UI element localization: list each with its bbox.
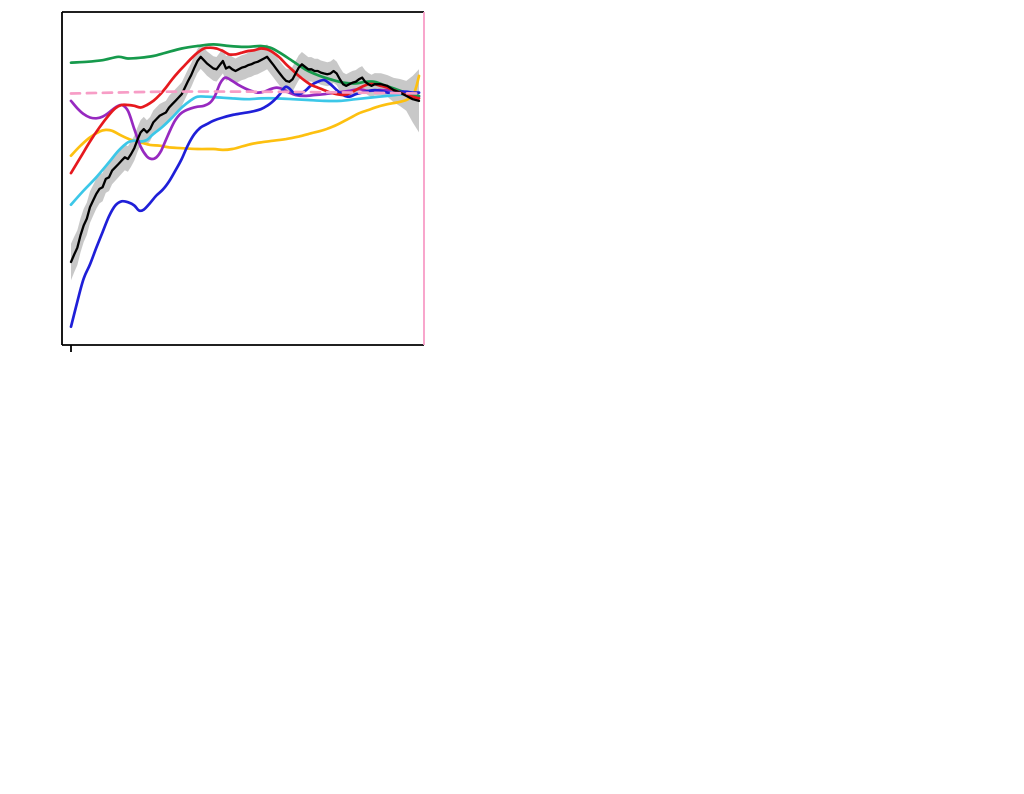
panel-a-series-orb-line bbox=[69, 43, 421, 98]
panel-a-plot-area bbox=[69, 43, 421, 329]
panel-a-series-orbice-line bbox=[69, 46, 421, 175]
panel-a-series-ice-line bbox=[69, 91, 421, 207]
panel-a-series-reconst-line bbox=[69, 55, 421, 264]
panel-a-series-insolation-line bbox=[69, 90, 421, 95]
panel-a-uncertainty-band bbox=[71, 44, 419, 281]
panel-a-series-mwf-line bbox=[69, 76, 421, 161]
panel-a-series-all-line bbox=[69, 78, 421, 329]
panel-a bbox=[61, 11, 425, 352]
panel-a-series-ghg-line bbox=[69, 74, 421, 158]
panel-a-frame bbox=[61, 11, 425, 346]
